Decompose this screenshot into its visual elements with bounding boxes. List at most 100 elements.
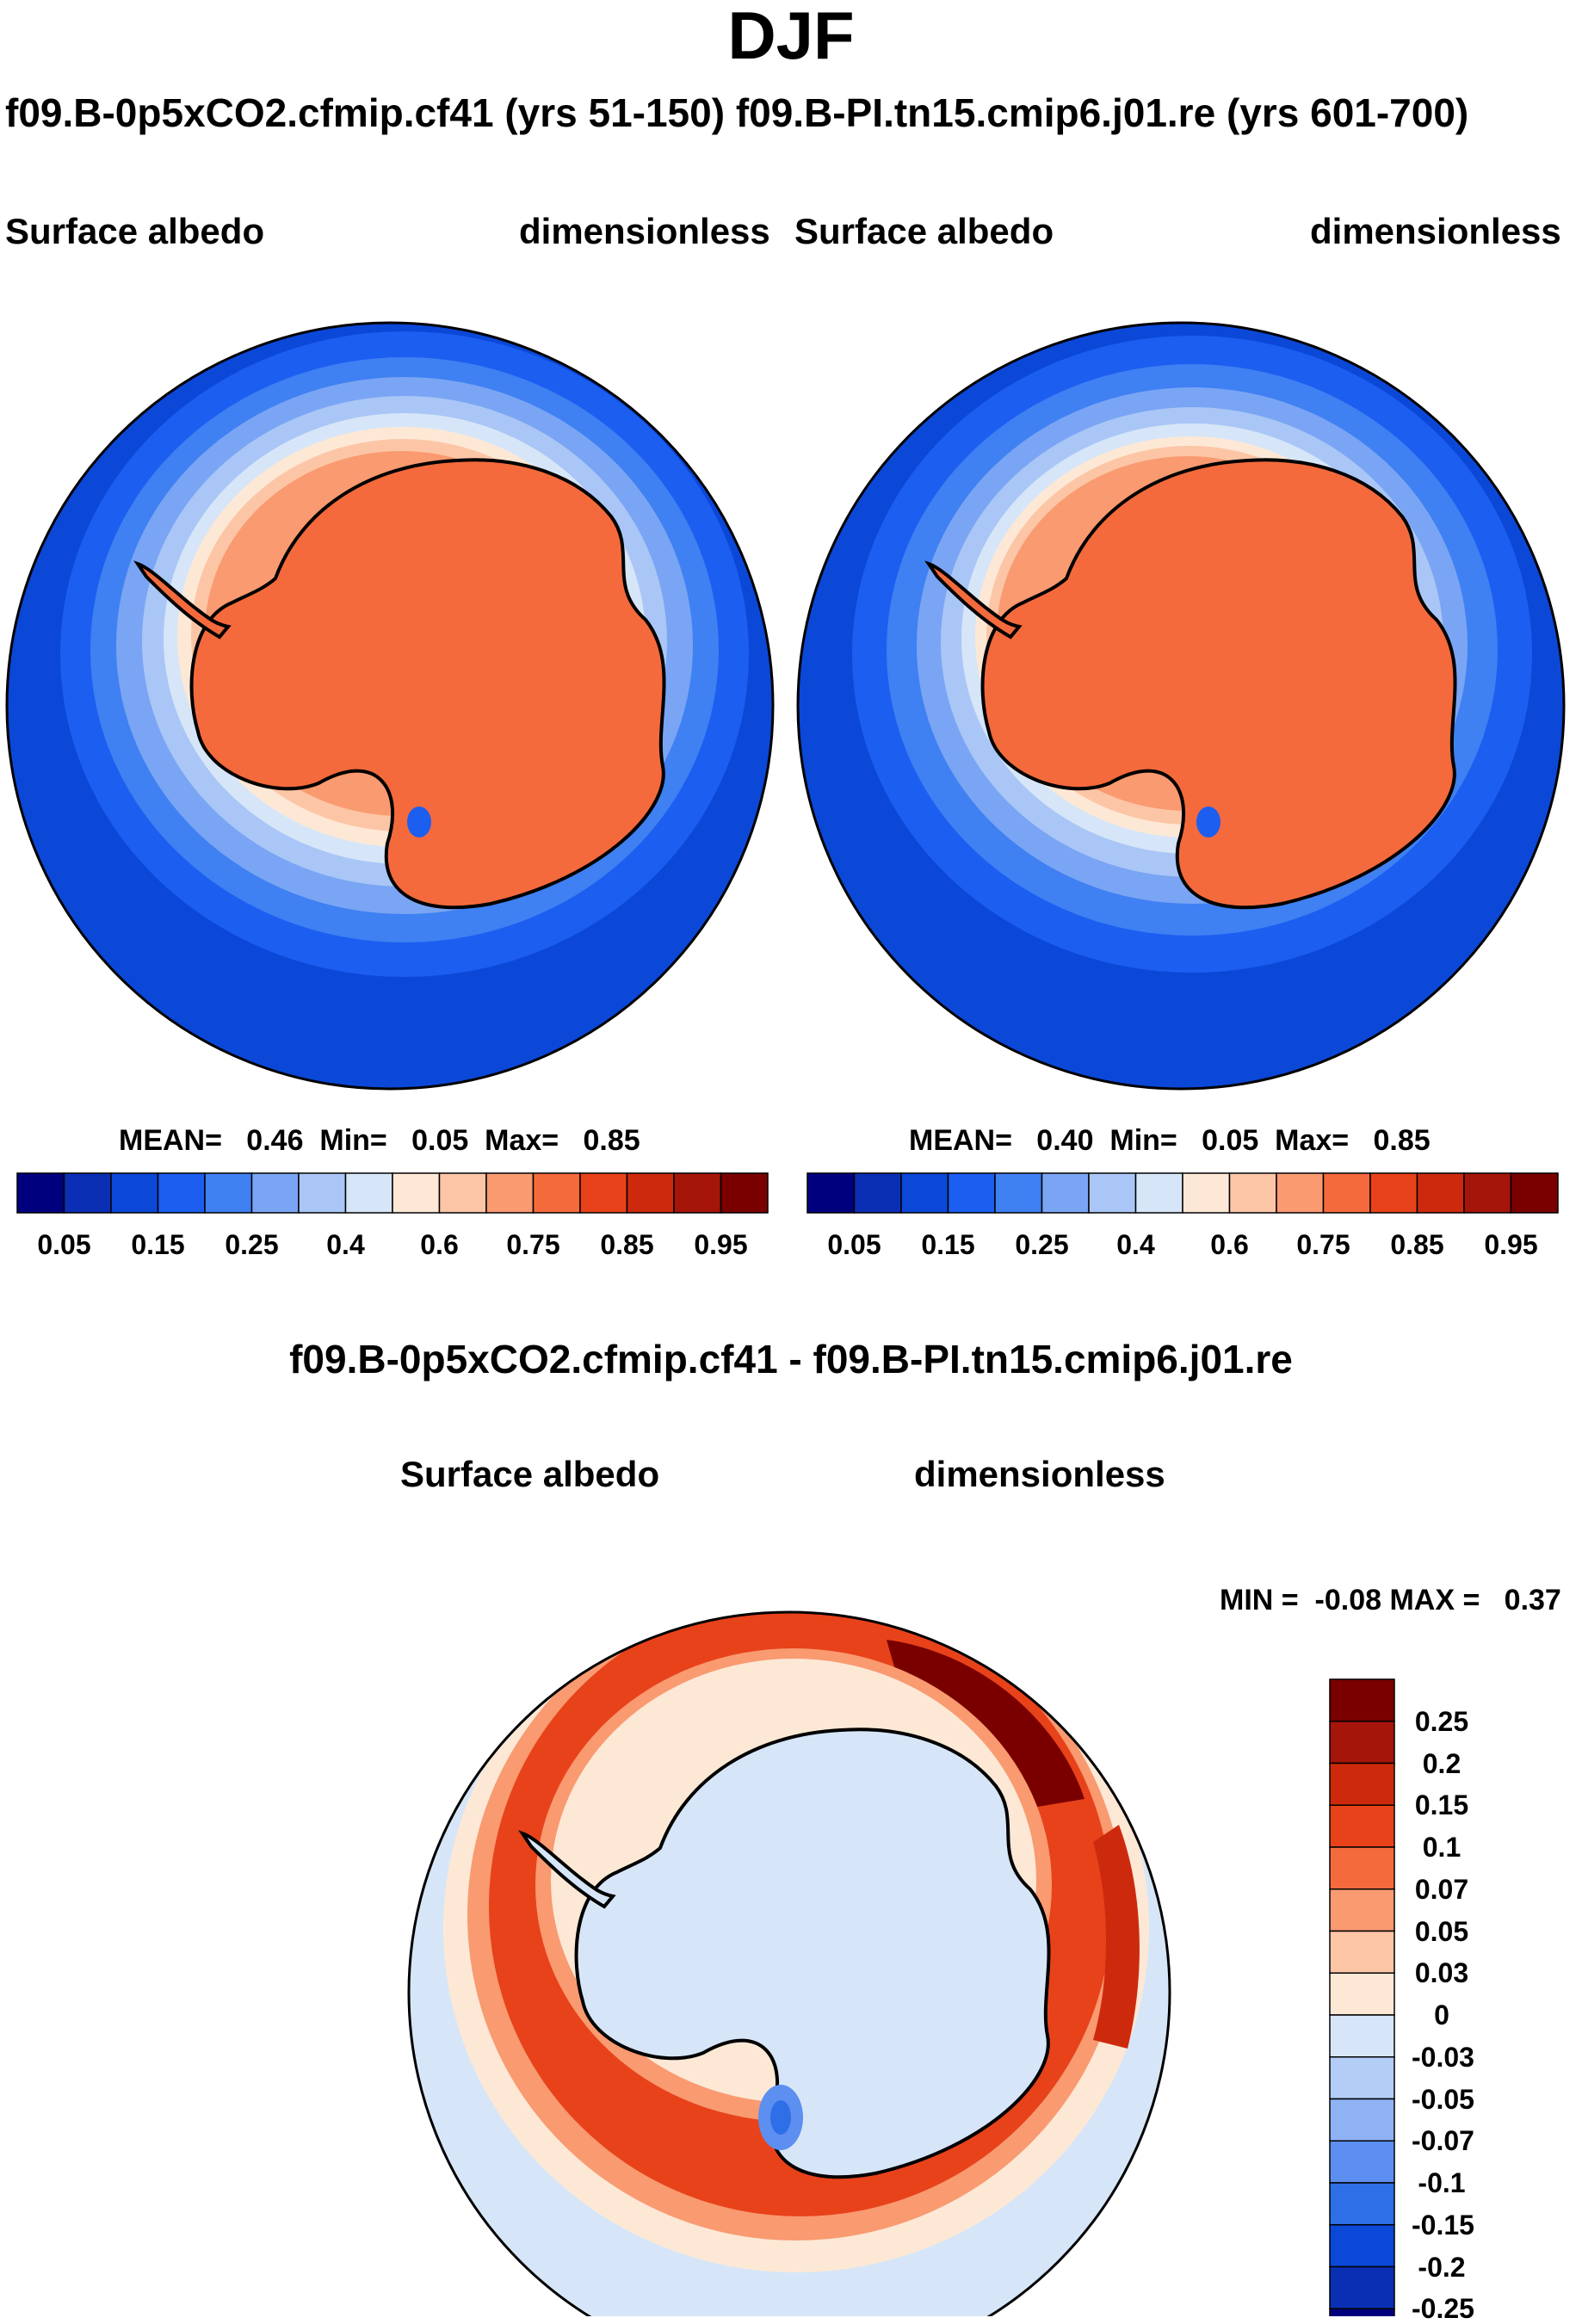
- colorbar1-cell: [157, 1172, 206, 1214]
- colorbar1-tick-label: 0.25: [225, 1229, 279, 1260]
- colorbar2-cell: [1510, 1172, 1559, 1214]
- diff-colorbar-tick-label: -0.03: [1412, 2041, 1474, 2073]
- panel1-variable-label: Surface albedo: [5, 211, 265, 251]
- colorbar1-cell: [579, 1172, 628, 1214]
- colorbar2-cell: [947, 1172, 996, 1214]
- diff-colorbar-cell: [1329, 2182, 1395, 2226]
- colorbar2-tick-label: 0.85: [1390, 1229, 1444, 1260]
- colorbar1-cell: [532, 1172, 581, 1214]
- diff-map-border: [407, 1610, 1171, 2316]
- colorbar1-cell: [626, 1172, 675, 1214]
- colorbar1-cell: [110, 1172, 159, 1214]
- colorbar1-cell: [392, 1172, 441, 1214]
- colorbar2-cell: [994, 1172, 1043, 1214]
- diff-colorbar-tick-label: 0.05: [1414, 1915, 1469, 1947]
- diff-colorbar-tick-label: -0.07: [1412, 2125, 1474, 2157]
- colorbar2-tick-label: 0.4: [1116, 1229, 1155, 1260]
- diff-colorbar-cell: [1329, 1930, 1395, 1974]
- diff-colorbar-cell: [1329, 1678, 1395, 1722]
- diff-colorbar-cell: [1329, 1804, 1395, 1848]
- diff-colorbar-cell: [1329, 1846, 1395, 1890]
- diff-colorbar-tick-label: -0.15: [1412, 2209, 1474, 2241]
- colorbar1: [16, 1172, 769, 1214]
- colorbar2-cell: [1041, 1172, 1090, 1214]
- colorbar2-cell: [1322, 1172, 1371, 1214]
- colorbar1-tick-label: 0.85: [600, 1229, 654, 1260]
- diff-colorbar-cell: [1329, 2014, 1395, 2058]
- colorbar1-cell: [298, 1172, 347, 1214]
- diff-colorbar-cell: [1329, 1762, 1395, 1806]
- diff-colorbar-tick-label: 0: [1434, 2000, 1449, 2030]
- colorbar1-tick-label: 0.05: [37, 1229, 91, 1260]
- diff-colorbar-cell: [1329, 2140, 1395, 2184]
- panel1-map-border: [5, 321, 775, 1091]
- colorbar1-cell: [63, 1172, 112, 1214]
- diff-colorbar-tick-label: 0.07: [1414, 1873, 1469, 1905]
- colorbar1-cell: [720, 1172, 769, 1214]
- colorbar2-tick-label: 0.15: [921, 1229, 975, 1260]
- colorbar2-tick-label: 0.6: [1210, 1229, 1249, 1260]
- diff-colorbar-cell: [1329, 2224, 1395, 2268]
- diff-colorbar-tick-label: -0.05: [1412, 2083, 1474, 2115]
- colorbar2-cell: [1088, 1172, 1137, 1214]
- colorbar1-cell: [344, 1172, 393, 1214]
- panel2-map: [798, 323, 1564, 1089]
- colorbar1-tick-label: 0.15: [131, 1229, 185, 1260]
- difference-title: f09.B-0p5xCO2.cfmip.cf41 - f09.B-PI.tn15…: [289, 1337, 1293, 1381]
- colorbar2: [806, 1172, 1559, 1214]
- colorbar2-cell: [1134, 1172, 1183, 1214]
- diff-units-label: dimensionless: [914, 1454, 1165, 1494]
- colorbar1-cell: [16, 1172, 65, 1214]
- case-titles: f09.B-0p5xCO2.cfmip.cf41 (yrs 51-150) f0…: [5, 90, 1469, 135]
- diff-colorbar-tick-label: 0.2: [1422, 1747, 1461, 1779]
- diff-colorbar-tick-label: 0.25: [1414, 1705, 1469, 1737]
- diff-colorbar-cell: [1329, 2098, 1395, 2142]
- colorbar2-cell: [1276, 1172, 1325, 1214]
- colorbar2-cell: [1228, 1172, 1277, 1214]
- colorbar1-cell: [485, 1172, 535, 1214]
- colorbar2-cell: [1463, 1172, 1512, 1214]
- colorbar1-tick-label: 0.4: [326, 1229, 365, 1260]
- diff-colorbar-tick-label: 0.15: [1414, 1789, 1469, 1821]
- panel2-map-border: [796, 321, 1566, 1091]
- colorbar2-cell: [900, 1172, 949, 1214]
- colorbar2-tick-label: 0.05: [827, 1229, 881, 1260]
- diff-map: [409, 1612, 1170, 2316]
- colorbar1-tick-label: 0.6: [420, 1229, 459, 1260]
- panel1-map: [7, 323, 773, 1089]
- colorbar2-tick-label: 0.25: [1015, 1229, 1069, 1260]
- colorbar2-cell: [1369, 1172, 1418, 1214]
- colorbar1-cell: [438, 1172, 487, 1214]
- colorbar1-cell: [250, 1172, 300, 1214]
- diff-minmax: MIN = -0.08 MAX = 0.37: [1220, 1584, 1561, 1616]
- panel1-stats: MEAN= 0.46 Min= 0.05 Max= 0.85: [119, 1124, 640, 1157]
- diff-colorbar-cell: [1329, 2308, 1395, 2316]
- panel2-variable-label: Surface albedo: [794, 211, 1054, 251]
- colorbar2-cell: [1182, 1172, 1231, 1214]
- colorbar1-cell: [673, 1172, 722, 1214]
- colorbar2-cell: [806, 1172, 856, 1214]
- diff-colorbar: [1329, 1678, 1395, 2316]
- colorbar2-cell: [1416, 1172, 1465, 1214]
- colorbar1-tick-label: 0.75: [506, 1229, 560, 1260]
- diff-colorbar-cell: [1329, 1721, 1395, 1765]
- diff-colorbar-cell: [1329, 1888, 1395, 1932]
- diff-colorbar-cell: [1329, 2056, 1395, 2100]
- diff-colorbar-tick-label: 0.03: [1414, 1957, 1469, 1989]
- diff-colorbar-cell: [1329, 2265, 1395, 2309]
- diff-variable-label: Surface albedo: [400, 1454, 660, 1494]
- diff-colorbar-cell: [1329, 1972, 1395, 2016]
- diff-colorbar-tick-label: -0.1: [1418, 2167, 1466, 2198]
- diff-colorbar-tick-label: 0.1: [1422, 1832, 1461, 1863]
- figure-title: DJF: [727, 0, 855, 73]
- panel2-units-label: dimensionless: [1310, 211, 1561, 251]
- colorbar2-tick-label: 0.75: [1296, 1229, 1350, 1260]
- colorbar1-cell: [204, 1172, 253, 1214]
- panel2-stats: MEAN= 0.40 Min= 0.05 Max= 0.85: [909, 1124, 1431, 1157]
- panel1-units-label: dimensionless: [519, 211, 770, 251]
- diff-colorbar-tick-label: -0.2: [1418, 2251, 1466, 2283]
- colorbar2-tick-label: 0.95: [1484, 1229, 1538, 1260]
- colorbar2-cell: [853, 1172, 902, 1214]
- colorbar1-tick-label: 0.95: [694, 1229, 748, 1260]
